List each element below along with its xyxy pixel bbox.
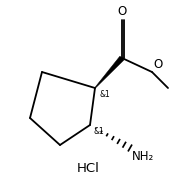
- Text: &1: &1: [93, 127, 104, 136]
- Text: NH₂: NH₂: [132, 150, 154, 163]
- Text: &1: &1: [99, 90, 110, 99]
- Text: HCl: HCl: [77, 162, 99, 175]
- Polygon shape: [95, 56, 124, 88]
- Text: O: O: [117, 5, 127, 18]
- Text: O: O: [153, 58, 162, 71]
